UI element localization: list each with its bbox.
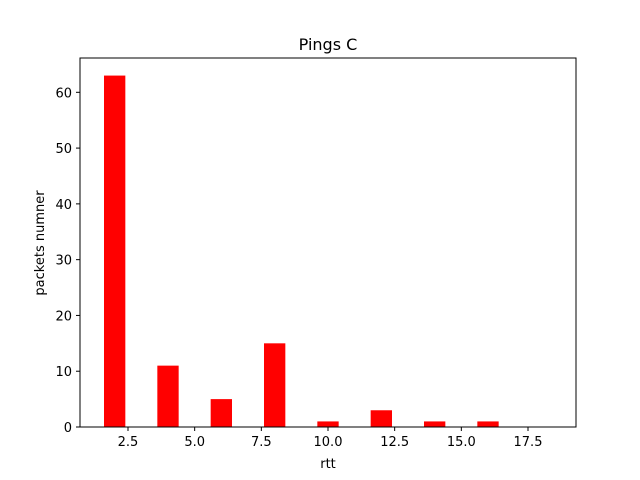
y-tick-label: 0 <box>64 421 72 436</box>
x-tick-label: 15.0 <box>447 435 476 450</box>
y-tick-label: 60 <box>55 86 72 101</box>
x-axis-label: rtt <box>320 457 336 472</box>
x-tick-label: 5.0 <box>184 435 205 450</box>
x-tick-label: 12.5 <box>380 435 409 450</box>
y-tick-label: 10 <box>55 365 72 380</box>
y-axis-ticks: 0 10 20 30 40 50 60 <box>55 86 80 436</box>
x-tick-label: 2.5 <box>118 435 139 450</box>
x-tick-label: 7.5 <box>251 435 272 450</box>
x-tick-label: 17.5 <box>514 435 543 450</box>
bar-5 <box>370 410 392 427</box>
y-axis-label: packets numner <box>33 190 48 296</box>
bar-3 <box>264 343 286 427</box>
bar-1 <box>157 365 179 427</box>
bar-4 <box>317 421 339 427</box>
chart-title: Pings C <box>299 35 358 54</box>
bars-layer <box>104 75 499 428</box>
bar-7 <box>477 421 499 427</box>
bar-0 <box>104 75 126 428</box>
x-axis-ticks: 2.5 5.0 7.5 10.0 12.5 15.0 17.5 <box>118 427 543 450</box>
bar-6 <box>424 421 446 427</box>
y-tick-label: 50 <box>55 142 72 157</box>
y-tick-label: 40 <box>55 198 72 213</box>
x-tick-label: 10.0 <box>314 435 343 450</box>
bar-2 <box>210 399 232 427</box>
y-tick-label: 20 <box>55 309 72 324</box>
y-tick-label: 30 <box>55 254 72 269</box>
